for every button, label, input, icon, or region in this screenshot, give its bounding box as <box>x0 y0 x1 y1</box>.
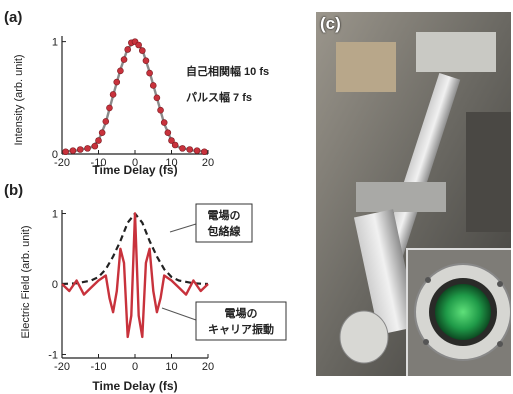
panel-b-ylabel: Electric Field (arb. unit) <box>20 225 32 338</box>
flange-bolt <box>497 281 503 287</box>
flange-bolt <box>497 341 503 347</box>
callout-envelope: 電場の 包絡線 <box>169 203 253 243</box>
green-fluorescence <box>435 284 491 340</box>
panel-b-series-carrier <box>61 212 209 339</box>
panel-b-y-tick-label: 1 <box>52 209 58 221</box>
panel-a-data-point <box>168 137 175 144</box>
panel-a-data-point <box>153 94 161 102</box>
figure-charts: (a) Intensity (arb. unit) -20 -10 0 10 2001 … <box>4 9 287 393</box>
panel-b-x-tick-label: 20 <box>202 361 214 373</box>
panel-c-label: (c) <box>320 14 341 33</box>
panel-a-data-point <box>149 82 157 89</box>
callout-envelope-line2: 包絡線 <box>207 224 241 238</box>
panel-a-data-point <box>171 141 179 149</box>
panel-a-data-point <box>69 147 77 154</box>
panel-b-y-tick-label: -1 <box>48 349 58 361</box>
panel-a-data-point <box>98 129 106 136</box>
panel-a-data-point <box>117 67 124 75</box>
panel-a-data-point <box>62 148 69 156</box>
panel-a-x-tick-label: -10 <box>91 157 107 169</box>
panel-a-data-point <box>201 148 208 156</box>
flange-bolt <box>425 277 431 283</box>
callout-envelope-box <box>195 203 253 243</box>
panel-a-data-point <box>186 146 194 153</box>
beam-pipe-upper <box>380 73 461 261</box>
panel-a-data-point <box>95 137 102 144</box>
panel-a-data-point <box>160 119 168 126</box>
callout-carrier-box <box>195 301 287 341</box>
panel-a-data-point <box>179 145 186 152</box>
panel-a-y-tick-label: 1 <box>52 37 58 49</box>
panel-a-annotation-autocorrelation: 自己相関幅 10 fs <box>186 64 269 78</box>
callout-carrier: 電場の キャリア振動 <box>161 301 287 341</box>
equipment-shelf <box>416 32 496 72</box>
equipment-box <box>336 42 396 92</box>
panel-a-x-tick-label: 20 <box>202 157 214 169</box>
panel-a-xlabel: Time Delay (fs) <box>92 163 177 177</box>
panel-a-data-point <box>106 104 113 112</box>
callout-envelope-line1: 電場の <box>208 208 241 222</box>
panel-a-data-point <box>84 145 91 152</box>
panel-b-x-tick-label: -20 <box>54 361 70 373</box>
panel-b-x-tick-label: 10 <box>165 361 177 373</box>
panel-a-data-point <box>157 106 164 114</box>
panel-a-x-tick-label: 10 <box>165 157 177 169</box>
panel-b-label: (b) <box>4 182 23 199</box>
panel-b-y-tick-label: 0 <box>52 279 58 291</box>
panel-a-plot: -20 -10 0 10 20 0 1 <box>52 36 214 169</box>
panel-a-annotation-pulse-width: パルス幅 7 fs <box>186 90 252 104</box>
panel-a-data-point <box>76 146 84 153</box>
panel-a-data-point <box>142 57 150 65</box>
panel-b-x-tick-label: -10 <box>91 361 107 373</box>
panel-a-data-point <box>146 69 153 77</box>
panel-a-data-point <box>164 129 172 136</box>
phosphor-screen-inset <box>406 248 511 376</box>
callout-envelope-leader <box>169 223 197 233</box>
panel-a-data-point <box>109 91 117 98</box>
panel-c-photo: (c) <box>316 12 511 376</box>
panel-a-y-tick-label: 0 <box>52 149 58 161</box>
panel-a-data-point <box>91 142 99 150</box>
vacuum-chamber <box>356 182 446 212</box>
operator-arm <box>466 112 511 232</box>
panel-b-plot: -20 -10 0 10 20-101 <box>48 209 214 373</box>
panel-a-data-point <box>102 118 110 125</box>
panel-a-data-point <box>124 46 131 53</box>
beam-pipe-lower <box>353 209 419 335</box>
phosphor-screen-illustration <box>408 250 511 376</box>
panel-a-label: (a) <box>4 9 22 26</box>
panel-a-data-point <box>139 47 146 54</box>
panel-a-data-point <box>193 147 201 154</box>
panel-a-ylabel: Intensity (arb. unit) <box>13 54 25 145</box>
pipe-flange <box>339 310 389 364</box>
panel-a-x-tick-label: -20 <box>54 157 70 169</box>
panel-b-xlabel: Time Delay (fs) <box>92 379 177 393</box>
callout-carrier-line1: 電場の <box>225 306 258 320</box>
flange-bolt <box>423 339 429 345</box>
panel-a-data-point <box>120 56 128 63</box>
panel-a-x-tick-label: 0 <box>132 157 138 169</box>
callout-carrier-leader <box>161 307 197 321</box>
panel-a-data-point <box>135 41 142 49</box>
panel-b-x-tick-label: 0 <box>132 361 138 373</box>
panel-a-data-point <box>113 78 121 86</box>
callout-carrier-line2: キャリア振動 <box>208 322 274 336</box>
